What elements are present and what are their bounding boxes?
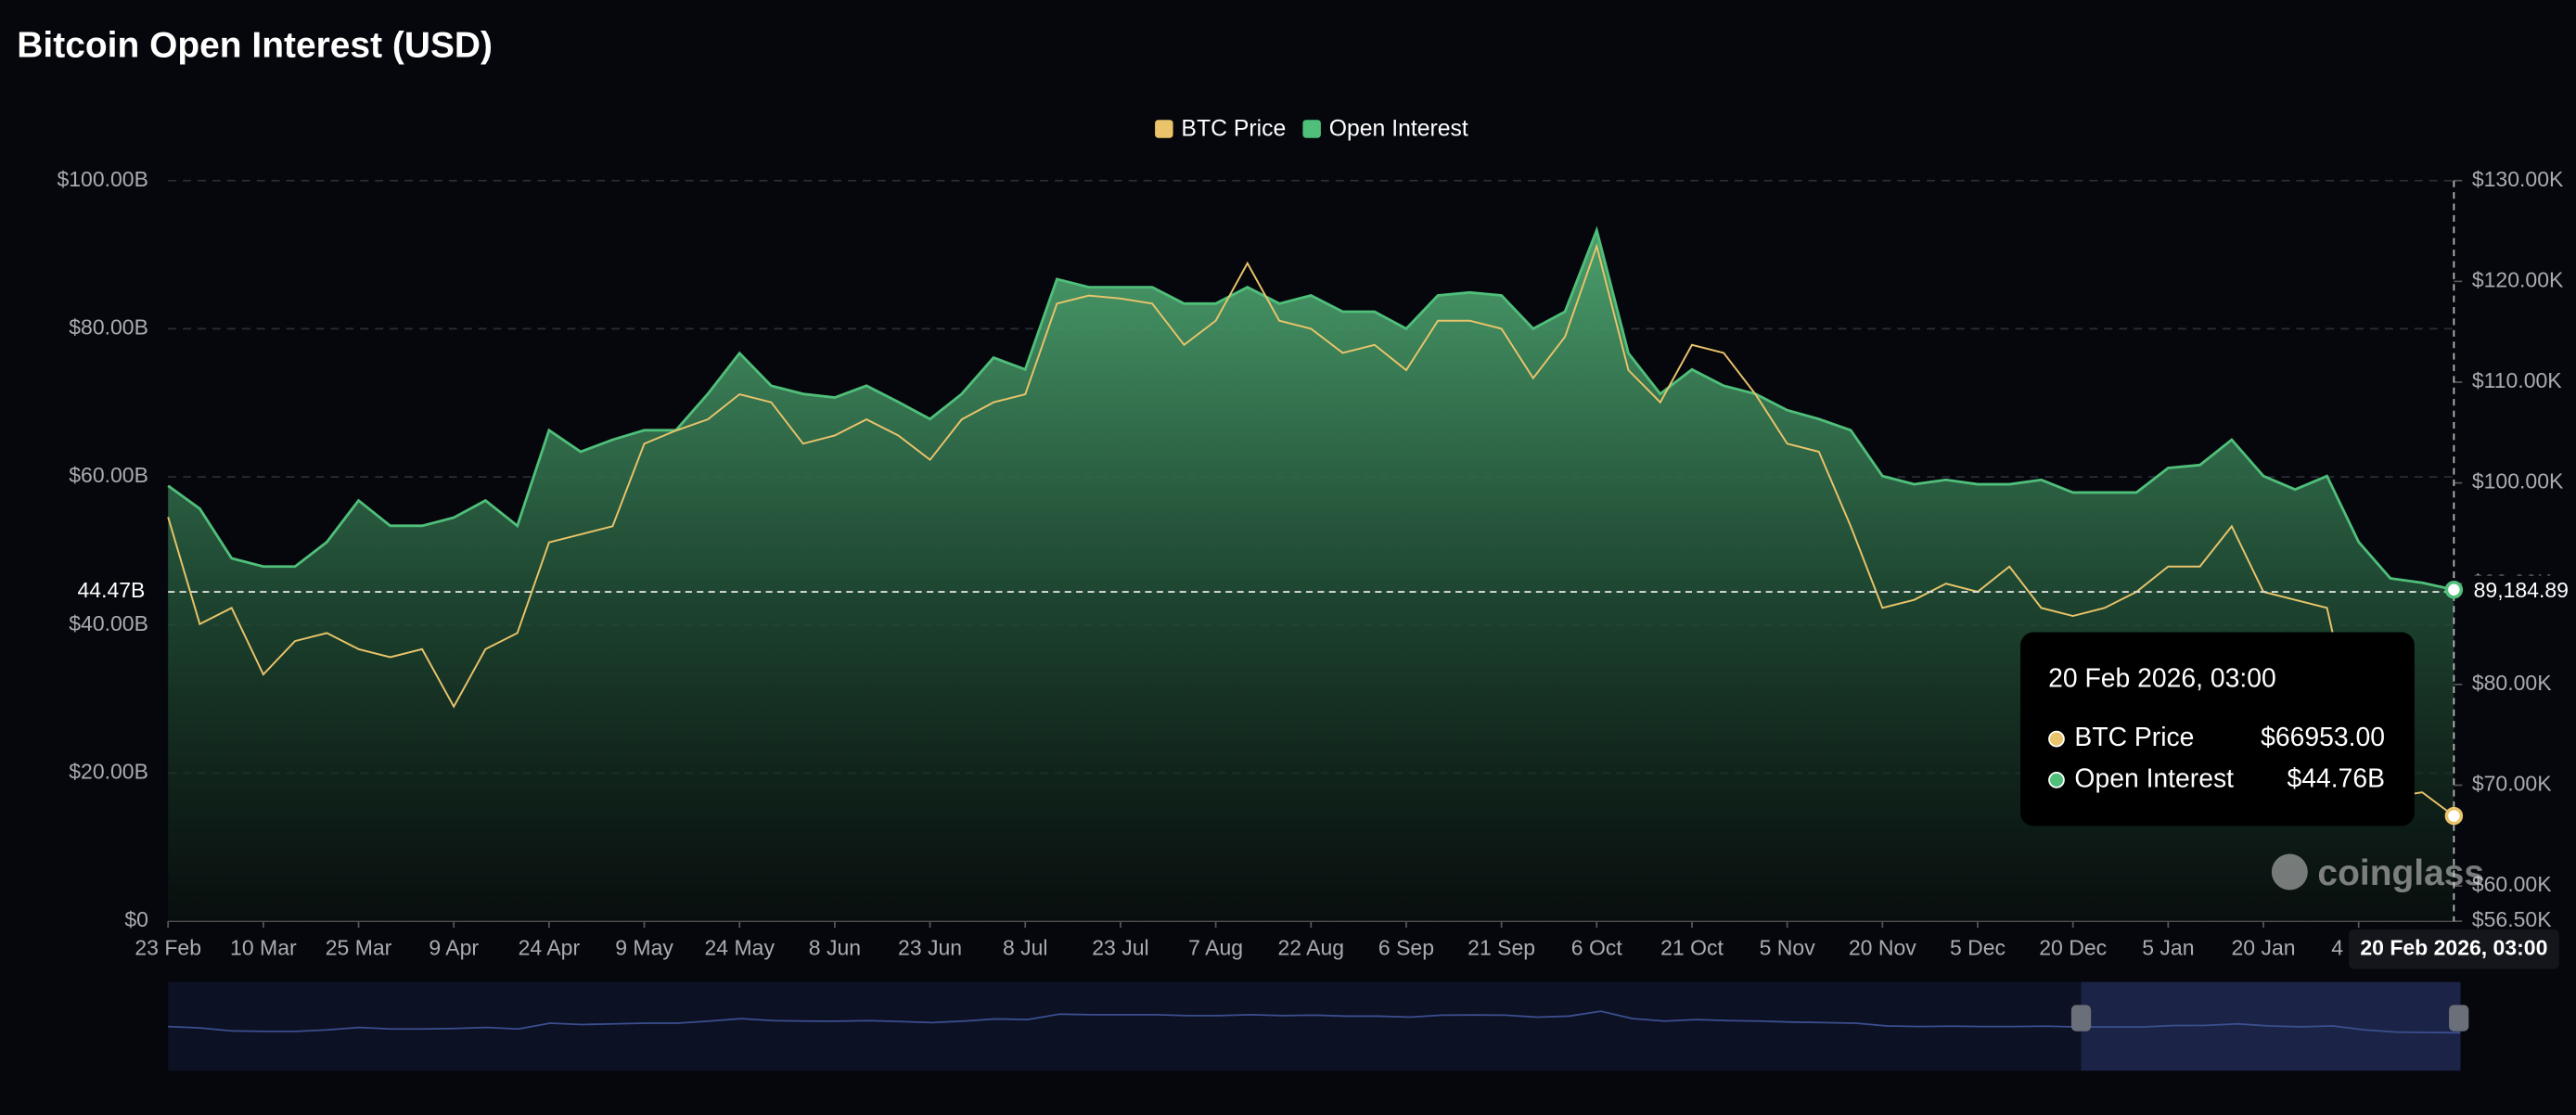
crosshair-x-label-box: [2349, 929, 2559, 969]
x-tick-label: 10 Mar: [230, 935, 297, 959]
x-tick-label: 24 May: [705, 935, 775, 959]
crosshair-y-label: 44.47B: [77, 578, 145, 602]
area: [168, 230, 2454, 922]
y2-tick-label: $80.00K: [2472, 671, 2552, 695]
x-tick-label: 5 Jan: [2142, 935, 2194, 959]
y2-tick-label: $60.00K: [2472, 872, 2552, 896]
tooltip-marker: [2048, 730, 2065, 748]
tooltip-value: $44.76B: [2288, 763, 2385, 793]
y-tick-label: $60.00B: [69, 463, 148, 487]
x-tick-label: 20 Nov: [1849, 935, 1916, 959]
legend-label: BTC Price: [1181, 116, 1286, 141]
crosshair-label-box: [66, 575, 156, 609]
tooltip-series-name: Open Interest: [2074, 763, 2234, 793]
y2-tick-label: $56.50K: [2472, 907, 2552, 931]
y-tick-label: $40.00B: [69, 611, 148, 635]
x-tick-label: 6 Sep: [1378, 935, 1434, 959]
y2-tick-label: $130.00K: [2472, 167, 2564, 191]
x-tick-label: 21 Oct: [1660, 935, 1724, 959]
point: [2444, 581, 2464, 599]
x-tick-label: 20 Jan: [2231, 935, 2295, 959]
crosshair-y2-label: 89,184.89: [2474, 578, 2569, 602]
y2-tick-label: $100.00K: [2472, 469, 2564, 493]
crosshair-label-box: [2463, 575, 2576, 609]
x-tick-label: 6 Oct: [1571, 935, 1623, 959]
x-tick-label: 24 Apr: [519, 935, 581, 959]
tooltip-series-name: BTC Price: [2074, 723, 2194, 752]
x-tick-label: 5 Dec: [1950, 935, 2006, 959]
y-tick-label: $20.00B: [69, 760, 148, 784]
watermark-icon: [2271, 853, 2308, 891]
line: [167, 225, 2454, 592]
y-tick-label: $100.00B: [57, 167, 147, 191]
y-tick-label: $0: [124, 907, 148, 931]
x-tick-label: 23 Feb: [135, 935, 201, 959]
tooltip: [2020, 632, 2415, 827]
y-tick-label: $80.00B: [69, 314, 148, 339]
navigator-handle[interactable]: [2070, 1005, 2092, 1032]
x-tick-label: 9 Apr: [429, 935, 479, 959]
x-tick-label: 9 May: [615, 935, 673, 959]
x-tick-label: 23 Jun: [898, 935, 962, 959]
point: [2444, 806, 2464, 826]
legend-swatch: [1302, 120, 1321, 138]
x-tick-label: 8 Jul: [1003, 935, 1048, 959]
x-tick-label: 5 Nov: [1760, 935, 1816, 959]
x-tick-label: 20 Dec: [2039, 935, 2107, 959]
line: [167, 242, 2454, 817]
x-tick-label: 25 Mar: [326, 935, 392, 959]
tooltip-value: $66953.00: [2261, 723, 2385, 752]
chart-title: Bitcoin Open Interest (USD): [17, 26, 493, 66]
tooltip-marker: [2048, 772, 2065, 788]
y2-tick-label: $120.00K: [2472, 267, 2564, 291]
tooltip-title: 20 Feb 2026, 03:00: [2048, 663, 2276, 693]
x-tick-label: 8 Jun: [809, 935, 861, 959]
watermark-text: coinglass: [2317, 853, 2484, 893]
navigator-handle[interactable]: [2449, 1005, 2469, 1032]
legend-swatch: [1155, 120, 1173, 138]
y2-tick-label: $70.00K: [2472, 772, 2552, 796]
watermark: coinglass: [2271, 853, 2484, 893]
x-tick-label: 23 Jul: [1092, 935, 1148, 959]
x-tick-label: 21 Sep: [1467, 935, 1535, 959]
x-tick-label: 7 Aug: [1188, 935, 1243, 959]
x-tick-label: 22 Aug: [1277, 935, 1344, 959]
y2-tick-label: $110.00K: [2472, 368, 2562, 392]
crosshair-x-label: 20 Feb 2026, 03:00: [2360, 935, 2547, 959]
legend-label: Open Interest: [1329, 116, 1468, 141]
